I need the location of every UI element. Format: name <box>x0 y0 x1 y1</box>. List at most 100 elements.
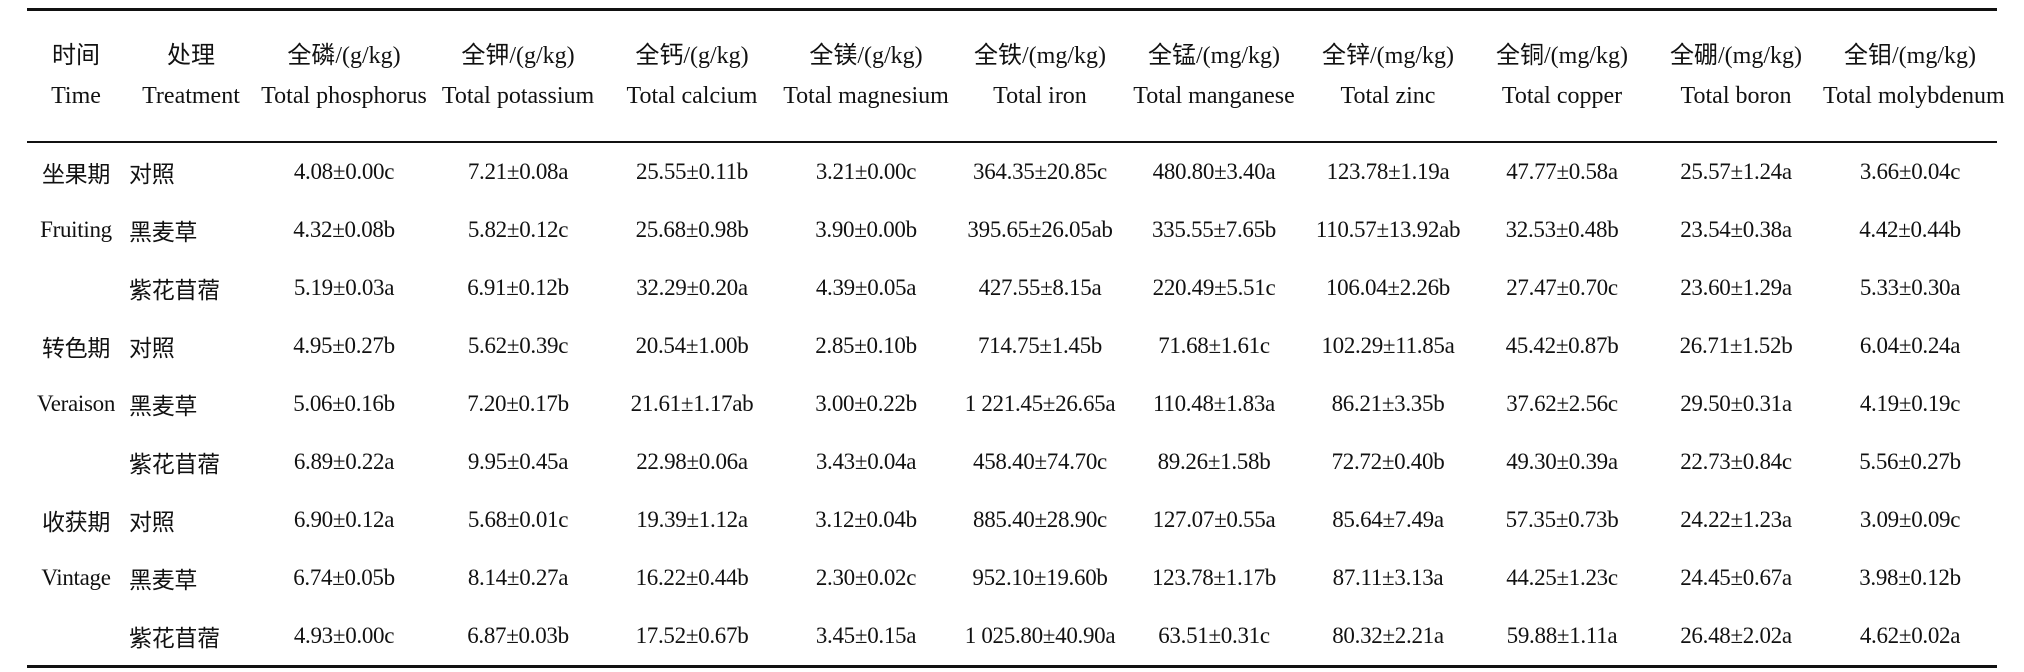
treatment-cell: 黑麦草 <box>129 220 198 245</box>
value-cell: 714.75±1.45b <box>977 333 1103 358</box>
value-cell: 220.49±5.51c <box>1152 275 1276 300</box>
value-cell: 7.21±0.08a <box>467 159 569 184</box>
column-header: 时间 Time <box>27 9 125 143</box>
value-cell: 364.35±20.85c <box>973 159 1107 184</box>
treatment-cell: 紫花苜蓿 <box>129 278 220 303</box>
value-cell: 3.98±0.12b <box>1859 565 1961 590</box>
column-header: 全铜/(mg/kg) Total copper <box>1475 9 1649 143</box>
column-header-en: Treatment <box>142 83 240 109</box>
value-cell: 6.90±0.12a <box>293 507 395 532</box>
value-cell: 5.68±0.01c <box>467 507 569 532</box>
data-table: 时间 Time 处理 Treatment 全磷/(g/kg) Total phosphor… <box>27 8 2005 668</box>
column-header: 全锌/(mg/kg) Total zinc <box>1301 9 1475 143</box>
column-header-zh: 全钾/(g/kg) <box>461 43 575 69</box>
table-row: 坐果期 对照 4.08±0.00c 7.21±0.08a 25.55±0.11b 3.21… <box>27 142 1997 201</box>
column-header: 全钼/(mg/kg) Total molybdenum <box>1823 9 2005 143</box>
value-cell: 16.22±0.44b <box>635 565 749 590</box>
treatment-cell: 紫花苜蓿 <box>129 626 220 651</box>
value-cell: 17.52±0.67b <box>635 623 749 648</box>
column-header-en: Total boron <box>1680 83 1792 109</box>
value-cell: 49.30±0.39a <box>1506 449 1618 474</box>
value-cell: 9.95±0.45a <box>467 449 569 474</box>
value-cell: 4.62±0.02a <box>1859 623 1961 648</box>
value-cell: 4.93±0.00c <box>293 623 395 648</box>
time-cell: 坐果期 <box>41 162 111 187</box>
column-header: 全磷/(g/kg) Total phosphorus <box>257 9 431 143</box>
value-cell: 4.42±0.44b <box>1859 217 1961 242</box>
table-row: 转色期 对照 4.95±0.27b 5.62±0.39c 20.54±1.00b 2.85… <box>27 317 1997 375</box>
value-cell: 21.61±1.17ab <box>630 391 754 416</box>
value-cell: 27.47±0.70c <box>1506 275 1618 300</box>
value-cell: 952.10±19.60b <box>972 565 1108 590</box>
value-cell: 458.40±74.70c <box>973 449 1107 474</box>
value-cell: 72.72±0.40b <box>1331 449 1445 474</box>
column-header-zh: 全锰/(mg/kg) <box>1148 43 1280 69</box>
value-cell: 5.62±0.39c <box>467 333 569 358</box>
table-row: Fruiting 黑麦草 4.32±0.08b 5.82±0.12c 25.68±0.9… <box>27 201 1997 259</box>
time-cell: Vintage <box>41 565 111 590</box>
value-cell: 5.19±0.03a <box>293 275 395 300</box>
column-header-en: Total molybdenum <box>1823 83 2005 109</box>
treatment-cell: 对照 <box>129 162 175 187</box>
time-cell: Veraison <box>36 391 116 416</box>
value-cell: 4.32±0.08b <box>293 217 395 242</box>
table-row: Veraison 黑麦草 5.06±0.16b 7.20±0.17b 21.61±1.1… <box>27 375 1997 433</box>
column-header: 全镁/(g/kg) Total magnesium <box>779 9 953 143</box>
column-header: 全铁/(mg/kg) Total iron <box>953 9 1127 143</box>
header-row: 时间 Time 处理 Treatment 全磷/(g/kg) Total phosphor… <box>27 9 2005 143</box>
value-cell: 6.89±0.22a <box>293 449 395 474</box>
value-cell: 24.22±1.23a <box>1680 507 1792 532</box>
value-cell: 23.54±0.38a <box>1680 217 1792 242</box>
value-cell: 63.51±0.31c <box>1158 623 1270 648</box>
value-cell: 22.98±0.06a <box>636 449 748 474</box>
column-header-en: Total calcium <box>626 83 758 109</box>
table-row: 紫花苜蓿 4.93±0.00c 6.87±0.03b 17.52±0.67b 3.45±… <box>27 607 1997 667</box>
value-cell: 3.45±0.15a <box>815 623 917 648</box>
column-header: 全钙/(g/kg) Total calcium <box>605 9 779 143</box>
value-cell: 3.12±0.04b <box>815 507 917 532</box>
time-cell: 收获期 <box>41 510 111 535</box>
value-cell: 57.35±0.73b <box>1505 507 1619 532</box>
value-cell: 45.42±0.87b <box>1505 333 1619 358</box>
column-header-zh: 全钼/(mg/kg) <box>1844 43 1976 69</box>
value-cell: 3.66±0.04c <box>1859 159 1961 184</box>
table-row: 收获期 对照 6.90±0.12a 5.68±0.01c 19.39±1.12a 3.12… <box>27 491 1997 549</box>
value-cell: 102.29±11.85a <box>1321 333 1455 358</box>
value-cell: 3.21±0.00c <box>815 159 917 184</box>
time-cell: Fruiting <box>40 217 112 242</box>
value-cell: 37.62±2.56c <box>1506 391 1618 416</box>
value-cell: 5.06±0.16b <box>293 391 395 416</box>
value-cell: 3.00±0.22b <box>815 391 917 416</box>
value-cell: 123.78±1.17b <box>1151 565 1277 590</box>
table-row: 紫花苜蓿 5.19±0.03a 6.91±0.12b 32.29±0.20a 4.39±… <box>27 259 1997 317</box>
value-cell: 5.33±0.30a <box>1859 275 1961 300</box>
column-header-zh: 全铁/(mg/kg) <box>974 43 1106 69</box>
column-header-zh: 全钙/(g/kg) <box>635 43 749 69</box>
column-header-zh: 全锌/(mg/kg) <box>1322 43 1454 69</box>
value-cell: 5.56±0.27b <box>1859 449 1961 474</box>
column-header-zh: 全硼/(mg/kg) <box>1670 43 1802 69</box>
value-cell: 6.04±0.24a <box>1859 333 1961 358</box>
value-cell: 32.29±0.20a <box>636 275 748 300</box>
value-cell: 85.64±7.49a <box>1332 507 1444 532</box>
column-header-en: Total potassium <box>441 83 595 109</box>
table-row: 紫花苜蓿 6.89±0.22a 9.95±0.45a 22.98±0.06a 3.43±… <box>27 433 1997 491</box>
value-cell: 4.95±0.27b <box>293 333 395 358</box>
value-cell: 6.74±0.05b <box>293 565 395 590</box>
value-cell: 80.32±2.21a <box>1332 623 1444 648</box>
column-header-en: Total iron <box>993 83 1087 109</box>
table-row: Vintage 黑麦草 6.74±0.05b 8.14±0.27a 16.22±0.44… <box>27 549 1997 607</box>
value-cell: 6.87±0.03b <box>467 623 569 648</box>
value-cell: 19.39±1.12a <box>636 507 748 532</box>
value-cell: 395.65±26.05ab <box>967 217 1113 242</box>
value-cell: 26.48±2.02a <box>1680 623 1792 648</box>
value-cell: 110.48±1.83a <box>1153 391 1275 416</box>
value-cell: 2.30±0.02c <box>815 565 917 590</box>
value-cell: 44.25±1.23c <box>1506 565 1618 590</box>
value-cell: 335.55±7.65b <box>1151 217 1277 242</box>
column-header-zh: 全镁/(g/kg) <box>809 43 923 69</box>
value-cell: 480.80±3.40a <box>1152 159 1276 184</box>
value-cell: 8.14±0.27a <box>467 565 569 590</box>
value-cell: 106.04±2.26b <box>1325 275 1451 300</box>
